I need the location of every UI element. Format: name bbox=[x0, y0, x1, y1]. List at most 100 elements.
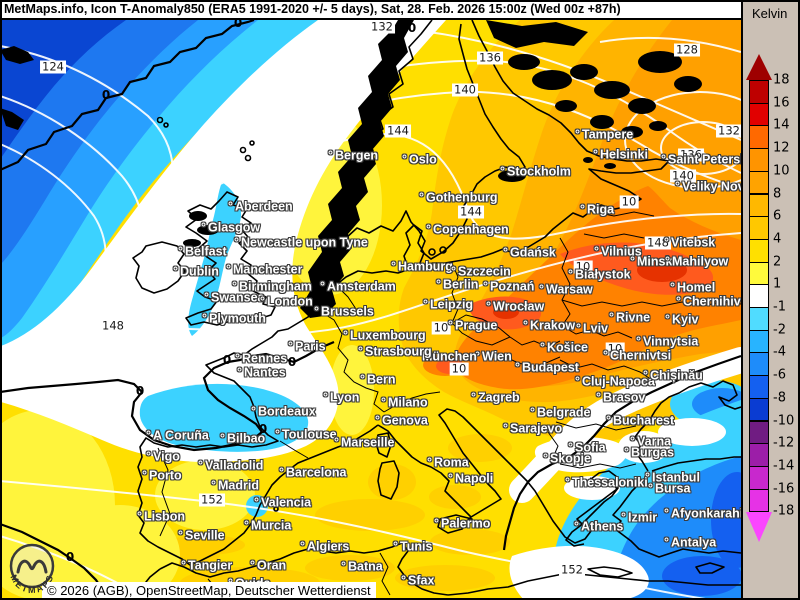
city-marker-icon: ° bbox=[426, 222, 431, 237]
city-name: Helsinki bbox=[600, 147, 648, 162]
city-label-hamburg: ° Hamburg bbox=[391, 259, 453, 273]
legend-color-step-10 bbox=[749, 307, 769, 331]
contour-label-140: 140 bbox=[452, 82, 478, 97]
city-label-istanbul: ° Istanbul bbox=[645, 470, 700, 484]
city-name: Mahilyow bbox=[672, 254, 729, 269]
city-name: Vilnius bbox=[601, 244, 642, 259]
city-label-roma: ° Roma bbox=[427, 455, 469, 469]
city-marker-icon: ° bbox=[234, 235, 239, 250]
city-marker-icon: ° bbox=[198, 458, 203, 473]
city-marker-icon: ° bbox=[448, 471, 453, 486]
city-marker-icon: ° bbox=[451, 264, 456, 279]
city-name: Varna bbox=[637, 434, 672, 449]
city-marker-icon: ° bbox=[565, 475, 570, 490]
city-marker-icon: ° bbox=[419, 190, 424, 205]
city-label-bordeaux: ° Bordeaux bbox=[251, 404, 316, 418]
city-name: Oran bbox=[257, 558, 287, 573]
legend-color-step-16 bbox=[749, 443, 769, 467]
city-marker-icon: ° bbox=[523, 318, 528, 333]
city-name: Palermo bbox=[441, 516, 491, 531]
city-label-zagreb: ° Zagreb bbox=[471, 390, 520, 404]
city-label-plymouth: ° Plymouth bbox=[202, 311, 266, 325]
city-name: Tampere bbox=[582, 127, 634, 142]
legend-color-step-14 bbox=[749, 397, 769, 422]
city-marker-icon: ° bbox=[636, 334, 641, 349]
city-marker-icon: ° bbox=[664, 535, 669, 550]
city-label-sarajevo: ° Sarajevo bbox=[503, 421, 562, 435]
city-name: Marseille bbox=[341, 435, 395, 450]
contour-label-148: 148 bbox=[100, 318, 126, 333]
city-name: Bergen bbox=[335, 148, 379, 163]
city-marker-icon: ° bbox=[254, 495, 259, 510]
city-label-bergen: ° Bergen bbox=[328, 148, 378, 162]
city-name: Thessaloniki bbox=[572, 475, 648, 490]
city-name: Chernihiv bbox=[683, 294, 741, 309]
city-name: Zagreb bbox=[478, 390, 520, 405]
city-label-helsinki: ° Helsinki bbox=[593, 147, 648, 161]
legend-color-step-8 bbox=[749, 261, 769, 286]
city-label-aberdeen: ° Aberdeen bbox=[228, 199, 293, 213]
city-name: Valladolid bbox=[205, 458, 264, 473]
contour-label-152: 152 bbox=[199, 492, 225, 507]
legend-tick--10: -10 bbox=[773, 413, 795, 428]
city-name: Antalya bbox=[671, 535, 717, 550]
city-marker-icon: ° bbox=[500, 164, 505, 179]
city-name: Bilbao bbox=[227, 431, 266, 446]
legend-title: Kelvin bbox=[752, 6, 788, 21]
legend-color-step-11 bbox=[749, 329, 769, 354]
legend-tick-14: 14 bbox=[773, 117, 790, 133]
city-name: Toulouse bbox=[282, 427, 337, 442]
city-name: Barcelona bbox=[286, 465, 347, 480]
city-marker-icon: ° bbox=[237, 365, 242, 380]
country-borders bbox=[157, 211, 741, 598]
city-label-napoli: ° Napoli bbox=[448, 471, 493, 485]
city-label-valladolid: ° Valladolid bbox=[198, 458, 263, 472]
city-name: Oslo bbox=[409, 152, 437, 167]
city-marker-icon: ° bbox=[664, 235, 669, 250]
contour-label-152: 152 bbox=[559, 562, 585, 577]
city-name: Vigo bbox=[153, 449, 180, 464]
city-name: Sfax bbox=[408, 573, 435, 588]
city-label-warsaw: ° Warsaw bbox=[539, 282, 593, 296]
contour-label-128: 128 bbox=[674, 42, 700, 57]
city-name: Stockholm bbox=[507, 164, 571, 179]
legend-tick--14: -14 bbox=[773, 458, 795, 474]
city-label-brussels: ° Brussels bbox=[314, 304, 374, 318]
legend-color-step-13 bbox=[749, 375, 769, 399]
city-marker-icon: ° bbox=[515, 360, 520, 375]
city-label-chernihiv: ° Chernihiv bbox=[676, 294, 741, 308]
city-label-ko-ice: ° Košice bbox=[540, 340, 588, 354]
city-label-copenhagen: ° Copenhagen bbox=[426, 222, 509, 236]
city-name: Chișinău bbox=[650, 368, 703, 383]
legend-tick--6: -6 bbox=[773, 367, 786, 383]
contour-label-136: 136 bbox=[477, 50, 503, 65]
city-label-toulouse: ° Toulouse bbox=[275, 427, 337, 441]
city-label-szczecin: ° Szczecin bbox=[451, 264, 511, 278]
city-name: Strasbourg bbox=[365, 344, 432, 359]
city-marker-icon: ° bbox=[621, 510, 626, 525]
city-label-nantes: ° Nantes bbox=[237, 365, 286, 379]
city-label-minsk: ° Minsk bbox=[630, 254, 672, 268]
city-label-chernivtsi: ° Chernivtsi bbox=[603, 348, 671, 362]
city-name: Swansea bbox=[211, 290, 265, 305]
city-marker-icon: ° bbox=[251, 404, 256, 419]
legend-tick--2: -2 bbox=[773, 322, 786, 338]
legend-color-step-5 bbox=[749, 193, 769, 218]
city-label-a-coru-a: ° A Coruña bbox=[146, 428, 209, 442]
city-label-belgrade: ° Belgrade bbox=[530, 405, 591, 419]
city-marker-icon: ° bbox=[314, 304, 319, 319]
city-name: Bucharest bbox=[613, 413, 675, 428]
city-name: Amsterdam bbox=[327, 279, 396, 294]
legend-color-step-6 bbox=[749, 216, 769, 240]
legend-arrow-up-icon bbox=[746, 54, 772, 80]
map-title: MetMaps.info, Icon T-Anomaly850 (ERA5 19… bbox=[4, 2, 621, 16]
city-name: Białystok bbox=[575, 267, 631, 282]
city-label-algiers: ° Algiers bbox=[300, 539, 349, 553]
city-label-milano: ° Milano bbox=[381, 395, 428, 409]
city-name: Roma bbox=[434, 455, 469, 470]
city-marker-icon: ° bbox=[630, 434, 635, 449]
city-marker-icon: ° bbox=[391, 259, 396, 274]
city-name: Birmingham bbox=[239, 279, 312, 294]
city-label-vinnytsia: ° Vinnytsia bbox=[636, 334, 698, 348]
city-name: Valencia bbox=[261, 495, 312, 510]
